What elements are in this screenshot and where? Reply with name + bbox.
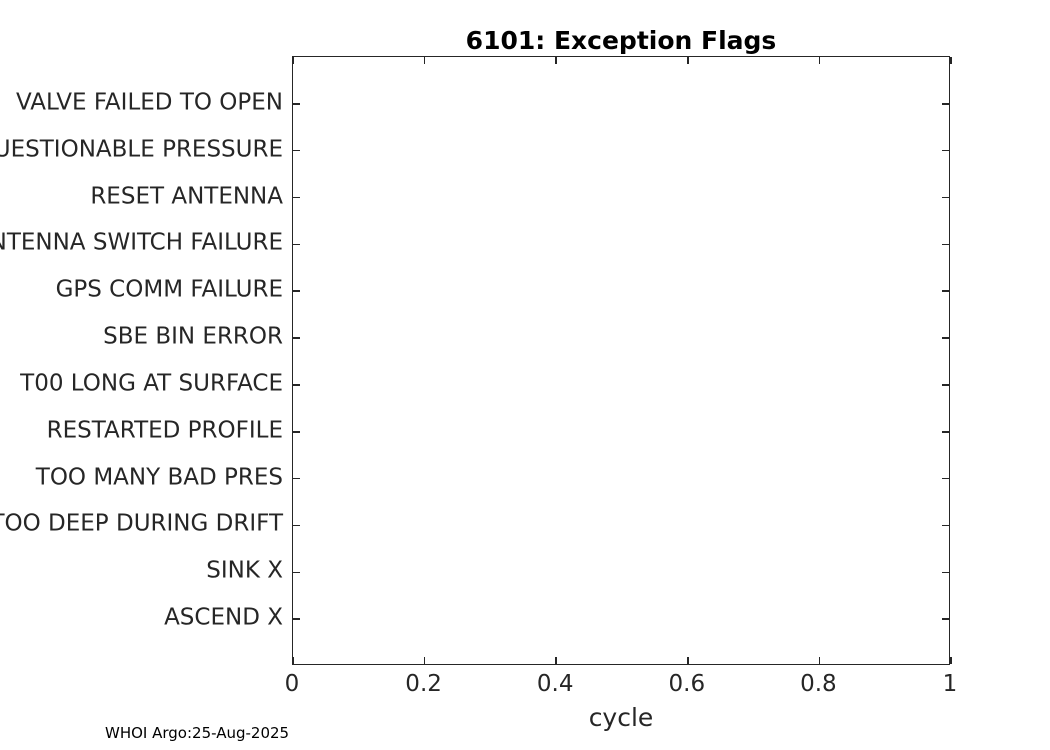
y-tick-mark-left: [293, 524, 300, 527]
footer-text: WHOI Argo:25-Aug-2025: [105, 724, 290, 742]
x-tick-label: 0.8: [800, 671, 837, 697]
x-tick-label: 0.2: [405, 671, 442, 697]
y-tick-label: ANTENNA SWITCH FAILURE: [0, 229, 283, 256]
y-tick-label: SINK X: [206, 557, 283, 584]
y-tick-label: TOO MANY BAD PRES: [35, 464, 283, 491]
y-tick-label: QUESTIONABLE PRESSURE: [0, 136, 283, 163]
y-tick-label: T00 LONG AT SURFACE: [20, 370, 283, 397]
x-tick-mark-bottom: [292, 657, 294, 664]
x-tick-mark-bottom: [950, 657, 952, 664]
y-tick-mark-right: [942, 618, 949, 620]
x-tick-mark-top: [555, 57, 557, 64]
x-tick-mark-bottom: [555, 657, 557, 664]
y-tick-mark-right: [942, 571, 949, 574]
x-tick-mark-top: [687, 57, 689, 64]
x-tick-mark-top: [292, 57, 294, 64]
y-tick-mark-left: [293, 477, 300, 480]
y-tick-label: GPS COMM FAILURE: [55, 276, 283, 303]
x-tick-mark-bottom: [687, 657, 689, 664]
x-tick-label: 0: [284, 671, 300, 697]
x-tick-mark-top: [818, 57, 821, 64]
y-tick-label: TOO DEEP DURING DRIFT: [0, 510, 283, 537]
y-tick-mark-left: [293, 103, 300, 105]
x-tick-mark-top: [950, 57, 952, 64]
y-tick-mark-left: [293, 243, 300, 246]
x-tick-label: 0.4: [536, 671, 574, 697]
y-tick-mark-right: [942, 384, 949, 386]
plot-area: [292, 56, 952, 665]
x-tick-mark-bottom: [423, 657, 426, 664]
y-tick-label: SBE BIN ERROR: [103, 323, 283, 350]
y-tick-mark-right: [942, 477, 949, 480]
y-tick-mark-left: [293, 618, 300, 620]
y-tick-mark-left: [293, 337, 300, 339]
y-tick-mark-left: [293, 571, 300, 574]
x-axis-tick-labels: 0 0.2 0.4 0.6 0.8 1: [285, 671, 958, 701]
y-tick-mark-right: [942, 524, 949, 527]
x-axis-label: cycle: [588, 703, 654, 732]
y-tick-label: VALVE FAILED TO OPEN: [15, 89, 283, 116]
y-tick-label: RESTARTED PROFILE: [46, 417, 283, 444]
y-tick-mark-left: [293, 431, 300, 433]
y-tick-mark-right: [942, 290, 949, 292]
y-tick-mark-right: [942, 196, 949, 199]
x-tick-mark-top: [423, 57, 426, 64]
y-tick-mark-right: [942, 431, 949, 433]
y-tick-label: ASCEND X: [164, 604, 283, 631]
y-tick-mark-right: [942, 243, 949, 246]
y-tick-mark-left: [293, 290, 300, 292]
y-tick-mark-right: [942, 103, 949, 105]
x-tick-label: 1: [942, 671, 958, 697]
x-tick-label: 0.6: [668, 671, 706, 697]
y-tick-mark-right: [942, 149, 949, 152]
y-tick-mark-right: [942, 337, 949, 339]
y-axis-labels: VALVE FAILED TO OPEN QUESTIONABLE PRESSUR…: [0, 56, 283, 665]
y-tick-label: RESET ANTENNA: [90, 183, 283, 210]
y-tick-mark-left: [293, 196, 300, 199]
chart-title: 6101: Exception Flags: [465, 26, 777, 55]
y-tick-mark-left: [293, 384, 300, 386]
y-tick-mark-left: [293, 149, 300, 152]
x-tick-mark-bottom: [818, 657, 821, 664]
